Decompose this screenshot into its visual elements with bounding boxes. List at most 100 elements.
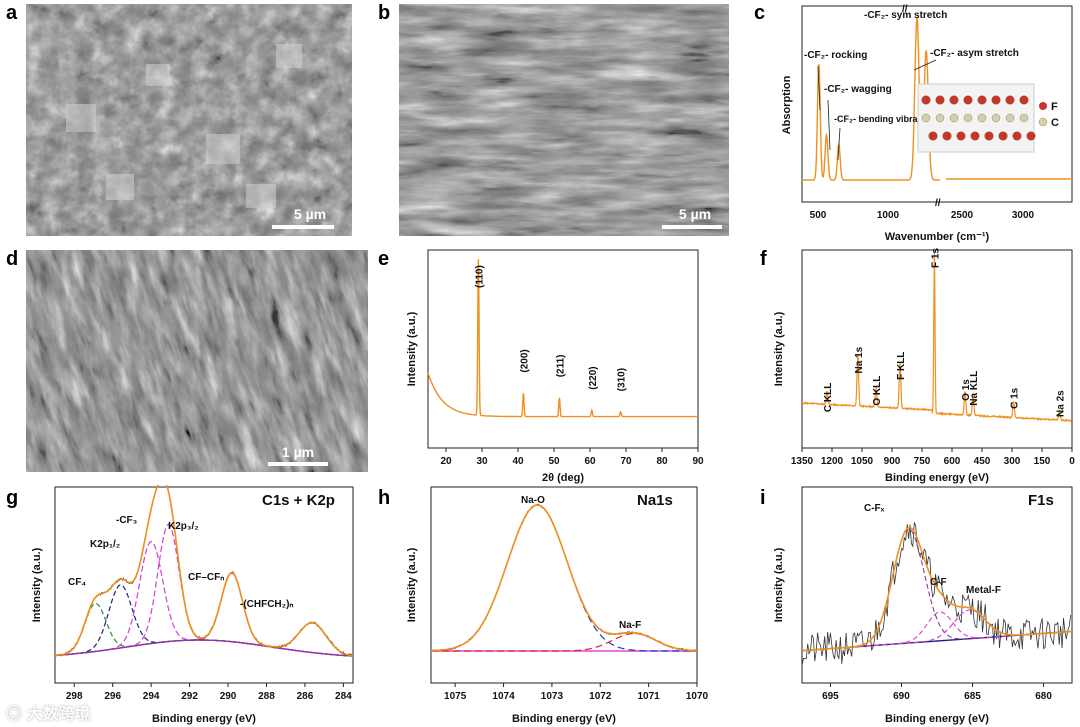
- component-label-g: -CF₃: [116, 515, 138, 526]
- peak-label-f: Na 1s: [854, 346, 865, 373]
- panel-label-h: h: [378, 487, 391, 509]
- fluorine-atom: [935, 95, 945, 105]
- xtick-label: 286: [297, 691, 314, 702]
- component-label-g: -(CHFCH₂)ₙ: [240, 599, 293, 610]
- sem-image-d: [26, 250, 368, 472]
- carbon-atom: [921, 113, 931, 123]
- xtick-label: 450: [974, 456, 991, 467]
- fluorine-atom: [1005, 95, 1015, 105]
- title-h: Na1s: [637, 492, 673, 509]
- peak-label-f: C 1s: [1010, 387, 1021, 409]
- plot-frame-g: [54, 486, 354, 684]
- chart-g: Intensity (a.u.) Binding energy (eV) C1s…: [31, 485, 354, 725]
- scale-bar-d: [268, 462, 328, 466]
- annot-c-asym: -CF₂- asym stretch: [930, 48, 1019, 59]
- sem-image-b: [399, 4, 729, 236]
- annot-c-rocking: -CF₂- rocking: [804, 50, 867, 61]
- peak-label-f: F 1s: [930, 248, 941, 268]
- fluorine-atom: [956, 131, 966, 141]
- ylabel-f: Intensity (a.u.): [773, 311, 785, 386]
- xtick-label: 1050: [851, 456, 874, 467]
- panel-d: d 1 µm: [0, 246, 380, 476]
- xtick-label: 70: [620, 456, 632, 467]
- legend-dot-f: [1039, 102, 1047, 110]
- carbon-atom: [991, 113, 1001, 123]
- xtick-label: 296: [104, 691, 121, 702]
- xtick-label: 292: [181, 691, 198, 702]
- xtick-label: 60: [584, 456, 596, 467]
- arrow-c-bending: [837, 127, 841, 161]
- fluorine-atom: [977, 95, 987, 105]
- title-g: C1s + K2p: [262, 492, 335, 509]
- raw-spectrum-h: [430, 503, 698, 652]
- xtick-label: 294: [143, 691, 160, 702]
- arrow-c-rocking: [817, 65, 821, 111]
- fit-envelope-h: [431, 504, 697, 652]
- xtick-label: 1073: [541, 691, 564, 702]
- component-label-g: CF–CFₙ: [188, 572, 224, 583]
- carbon-atom: [1019, 113, 1029, 123]
- fluorine-atom: [1012, 131, 1022, 141]
- chart-e: Intensity (a.u.) 2θ (deg) 20 30 40 50 60 70 80…: [406, 249, 704, 484]
- component-curve-g: [55, 572, 353, 657]
- carbon-atom: [935, 113, 945, 123]
- fluorine-atom: [1026, 131, 1036, 141]
- xtick-c-0: 500: [810, 210, 827, 221]
- plot-frame-f: [801, 249, 1073, 449]
- sem-texture-d: [26, 250, 368, 472]
- panel-label-e: e: [378, 248, 390, 270]
- peak-label-f: F KLL: [896, 352, 907, 380]
- chart-f: Intensity (a.u.) Binding energy (eV) 135…: [773, 248, 1075, 484]
- ylabel-g: Intensity (a.u.): [31, 547, 43, 622]
- xtick-label: 750: [914, 456, 931, 467]
- xtick-label: 290: [220, 691, 237, 702]
- fluorine-atom: [991, 95, 1001, 105]
- peak-label-f: C KLL: [823, 383, 834, 412]
- fluorine-atom: [970, 131, 980, 141]
- watermark-logo-icon: ◎: [6, 706, 23, 723]
- panel-g: g Intensity (a.u.) Binding energy (eV) C…: [0, 485, 360, 727]
- plot-frame-e: [427, 249, 699, 449]
- xtick-label: 1074: [492, 691, 515, 702]
- xlabel-i: Binding energy (eV): [885, 713, 989, 725]
- carbon-atom: [977, 113, 987, 123]
- panel-f: f Intensity (a.u.) Binding energy (eV) 1…: [740, 246, 1080, 486]
- watermark-text: 大数跨境: [26, 706, 91, 723]
- component-curve-g: [55, 584, 353, 657]
- panel-label-a: a: [6, 2, 18, 24]
- xtick-label: 40: [512, 456, 524, 467]
- fluorine-atom: [984, 131, 994, 141]
- watermark: ◎ 大数跨境: [6, 700, 90, 724]
- plot-frame-c: [801, 5, 1073, 203]
- xtick-label: 0: [1069, 456, 1075, 467]
- scale-bar-b: [662, 225, 722, 229]
- panel-label-c: c: [754, 2, 766, 24]
- scale-label-d: 1 µm: [281, 444, 315, 460]
- annot-c-sym: -CF₂- sym stretch: [864, 10, 947, 21]
- xtick-c-1: 1000: [877, 210, 900, 221]
- spectrum-line-c: [802, 17, 1072, 181]
- xtick-label: 1072: [589, 691, 612, 702]
- molecule-inset-c: [917, 83, 1036, 153]
- fluorine-atom: [963, 95, 973, 105]
- sem-texture-b: [399, 4, 729, 236]
- panel-label-i: i: [760, 487, 766, 509]
- xtick-label: 680: [1035, 691, 1052, 702]
- xlabel-h: Binding energy (eV): [512, 713, 616, 725]
- xtick-label: 300: [1004, 456, 1021, 467]
- carbon-atom: [963, 113, 973, 123]
- scale-label-a: 5 µm: [293, 206, 327, 222]
- xlabel-e: 2θ (deg): [542, 472, 584, 484]
- xtick-label: 900: [884, 456, 901, 467]
- arrow-c-asym: [913, 59, 937, 71]
- panel-h: h Intensity (a.u.) Binding energy (eV) N…: [375, 485, 720, 727]
- xlabel-g: Binding energy (eV): [152, 713, 256, 725]
- raw-spectrum-g: [54, 485, 352, 657]
- xtick-label: 690: [893, 691, 910, 702]
- fit-envelope-g: [54, 485, 353, 657]
- xtick-label: 298: [66, 691, 83, 702]
- sem-texture-a: [26, 4, 352, 236]
- sem-image-a: [26, 4, 352, 236]
- xtick-label: 1350: [791, 456, 814, 467]
- component-label-g: K2p₁/₂: [90, 539, 120, 550]
